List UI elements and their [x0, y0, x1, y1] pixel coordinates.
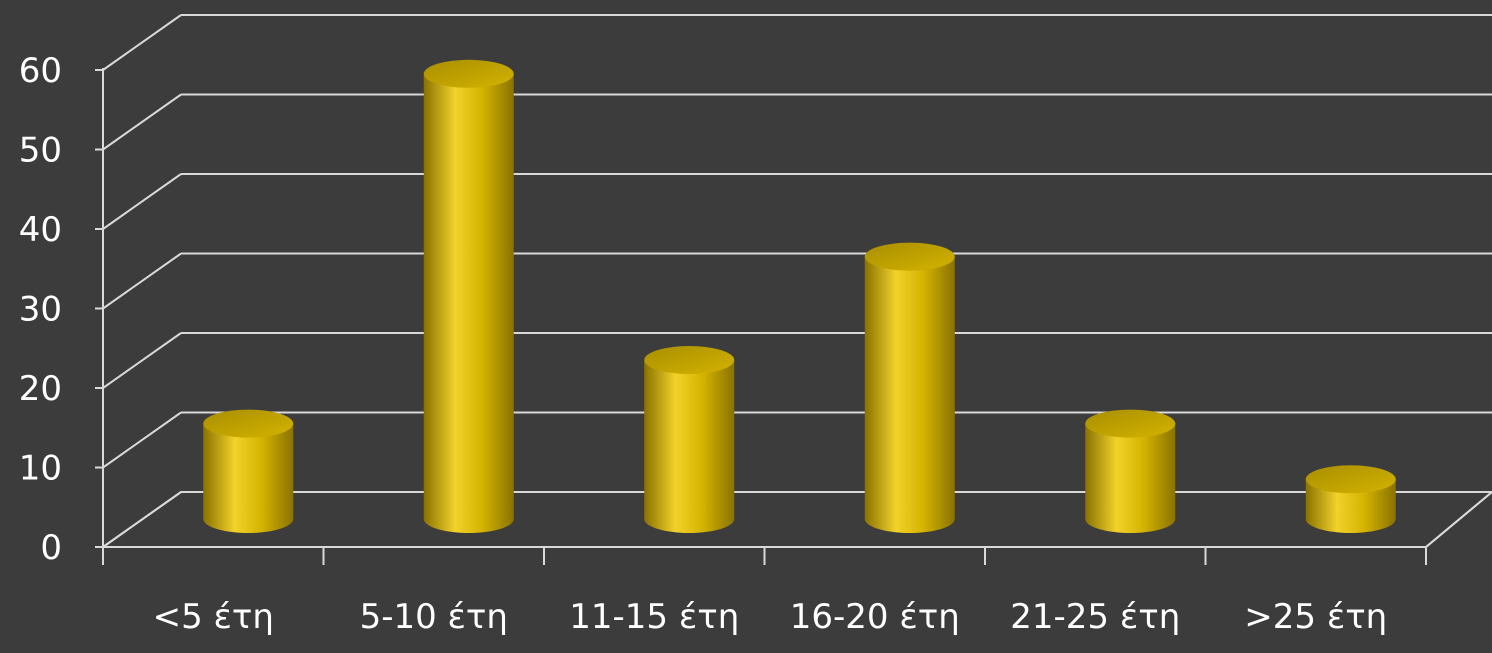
y-tick-label: 30: [19, 290, 62, 330]
floor-plane: [99, 491, 1492, 548]
labels-layer: 0 10 20 30 40 50 60 <5 έτη 5-10 έτη 11-15 έτη 16-2…: [19, 51, 1388, 637]
bar-top: [1085, 409, 1176, 438]
bars-layer: [203, 59, 1396, 534]
bar-body: [423, 73, 514, 534]
bar-3: [864, 242, 955, 533]
gridline-side: [102, 411, 182, 469]
bar-5: [1305, 465, 1396, 533]
axis-layer: [95, 68, 1427, 565]
floor-right-edge: [1425, 491, 1492, 548]
gridline-side: [102, 332, 182, 389]
bar-body: [864, 256, 955, 533]
bar-top: [644, 346, 735, 374]
bar-1: [423, 59, 514, 534]
gridline-side: [102, 93, 182, 151]
bar-top: [864, 242, 955, 271]
bar-0: [203, 409, 294, 533]
x-category-label: >25 έτη: [1244, 597, 1387, 637]
bar-body: [1085, 423, 1176, 533]
y-tick-label: 20: [19, 369, 62, 409]
bar-top: [1305, 465, 1396, 494]
y-tick-label: 50: [19, 131, 62, 171]
x-category-label: 16-20 έτη: [790, 597, 960, 637]
gridline-side: [102, 491, 182, 548]
x-category-label: <5 έτη: [153, 597, 274, 637]
bar-body: [644, 360, 735, 533]
gridline-side: [102, 252, 182, 310]
bar-2: [644, 346, 735, 533]
bar-top: [203, 409, 294, 438]
gridline-side: [102, 14, 182, 71]
grid-layer: [99, 14, 1492, 548]
bar-body: [203, 423, 294, 533]
y-tick-label: 10: [19, 449, 62, 489]
y-tick-label: 0: [40, 528, 62, 568]
x-category-label: 21-25 έτη: [1010, 597, 1180, 637]
bar-top: [423, 59, 514, 88]
gridline-side: [102, 173, 182, 230]
x-category-label: 5-10 έτη: [360, 597, 508, 637]
bar-4: [1085, 409, 1176, 533]
y-tick-label: 60: [19, 51, 62, 91]
y-tick-label: 40: [19, 210, 62, 250]
x-category-label: 11-15 έτη: [569, 597, 739, 637]
bar-body: [1305, 479, 1396, 533]
